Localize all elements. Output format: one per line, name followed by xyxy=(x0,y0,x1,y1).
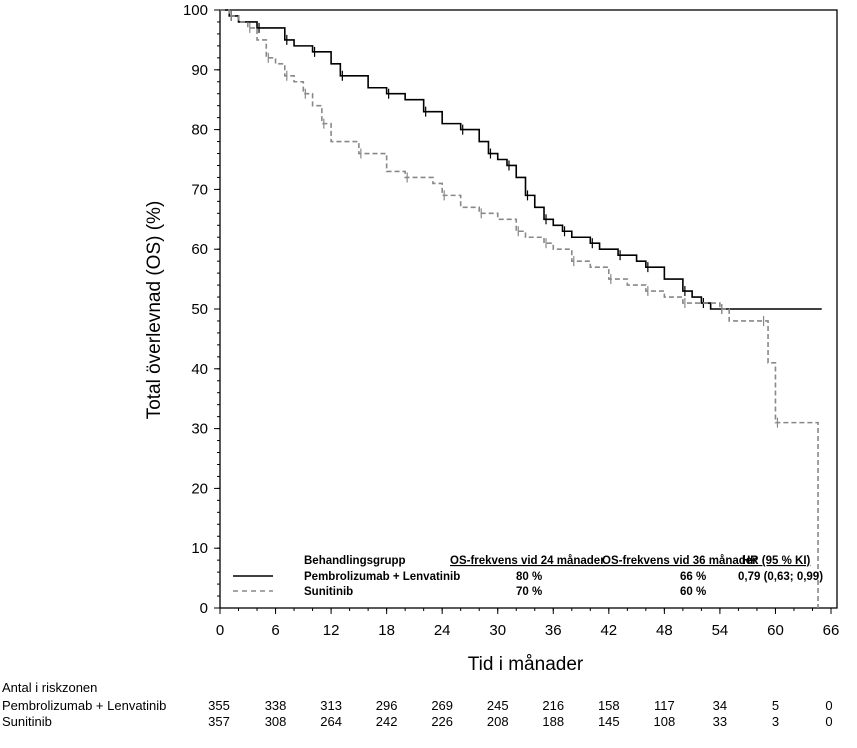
risk-value: 242 xyxy=(376,714,398,729)
x-tick-label: 66 xyxy=(823,622,840,639)
risk-value: 0 xyxy=(825,698,832,713)
y-tick-label: 40 xyxy=(191,361,208,378)
x-tick-label: 60 xyxy=(767,622,784,639)
y-tick-label: 30 xyxy=(191,421,208,438)
y-tick-label: 100 xyxy=(183,2,208,19)
y-axis-label: Total överlevnad (OS) (%) xyxy=(144,201,165,420)
y-tick-label: 50 xyxy=(191,301,208,318)
legend-header: Behandlingsgrupp xyxy=(304,555,406,567)
x-axis-label: Tid i månader xyxy=(468,654,584,675)
risk-value: 355 xyxy=(208,698,230,713)
risk-value: 296 xyxy=(376,698,398,713)
risk-value: 269 xyxy=(431,698,453,713)
y-tick-label: 80 xyxy=(191,122,208,139)
risk-value: 208 xyxy=(487,714,509,729)
risk-value: 34 xyxy=(713,698,727,713)
risk-value: 0 xyxy=(825,714,832,729)
risk-value: 216 xyxy=(542,698,564,713)
risk-value: 357 xyxy=(208,714,230,729)
legend-os24: 80 % xyxy=(516,571,542,583)
y-tick-label: 60 xyxy=(191,241,208,258)
legend-name: Sunitinib xyxy=(304,586,353,598)
x-tick-label: 6 xyxy=(271,622,279,639)
risk-value: 308 xyxy=(265,714,287,729)
x-tick-label: 0 xyxy=(216,622,224,639)
x-tick-label: 18 xyxy=(378,622,395,639)
x-tick-label: 36 xyxy=(545,622,562,639)
legend-os36: 66 % xyxy=(680,571,706,583)
risk-value: 108 xyxy=(654,714,676,729)
x-tick-label: 54 xyxy=(712,622,729,639)
x-tick-label: 42 xyxy=(600,622,617,639)
legend-header: OS-frekvens vid 36 månader xyxy=(602,555,757,567)
risk-value: 188 xyxy=(542,714,564,729)
risk-value: 3 xyxy=(772,714,779,729)
risk-value: 158 xyxy=(598,698,620,713)
x-tick-label: 24 xyxy=(434,622,451,639)
risk-row-label: Pembrolizumab + Lenvatinib xyxy=(2,698,166,713)
risk-value: 33 xyxy=(713,714,727,729)
y-tick-label: 70 xyxy=(191,181,208,198)
series-line-0 xyxy=(220,9,822,310)
risk-value: 5 xyxy=(772,698,779,713)
risk-table-title: Antal i riskzonen xyxy=(2,680,97,695)
legend-os36: 60 % xyxy=(680,586,706,598)
y-tick-label: 10 xyxy=(191,540,208,557)
legend-name: Pembrolizumab + Lenvatinib xyxy=(304,571,460,583)
x-tick-label: 12 xyxy=(323,622,340,639)
legend-os24: 70 % xyxy=(516,586,542,598)
risk-value: 245 xyxy=(487,698,509,713)
x-tick-label: 48 xyxy=(656,622,673,639)
series-line-1 xyxy=(220,9,819,608)
y-tick-label: 20 xyxy=(191,480,208,497)
legend-header: HR (95 % KI) xyxy=(742,555,811,567)
risk-value: 313 xyxy=(320,698,342,713)
risk-value: 264 xyxy=(320,714,342,729)
risk-row-label: Sunitinib xyxy=(2,714,52,729)
legend-hr: 0,79 (0,63; 0,99) xyxy=(738,571,823,583)
legend-header: OS-frekvens vid 24 månader xyxy=(450,555,605,567)
risk-value: 117 xyxy=(654,698,675,713)
risk-value: 226 xyxy=(431,714,453,729)
risk-value: 338 xyxy=(265,698,287,713)
x-tick-label: 30 xyxy=(489,622,506,639)
y-tick-label: 0 xyxy=(200,600,208,617)
risk-value: 145 xyxy=(598,714,620,729)
y-tick-label: 90 xyxy=(191,62,208,79)
